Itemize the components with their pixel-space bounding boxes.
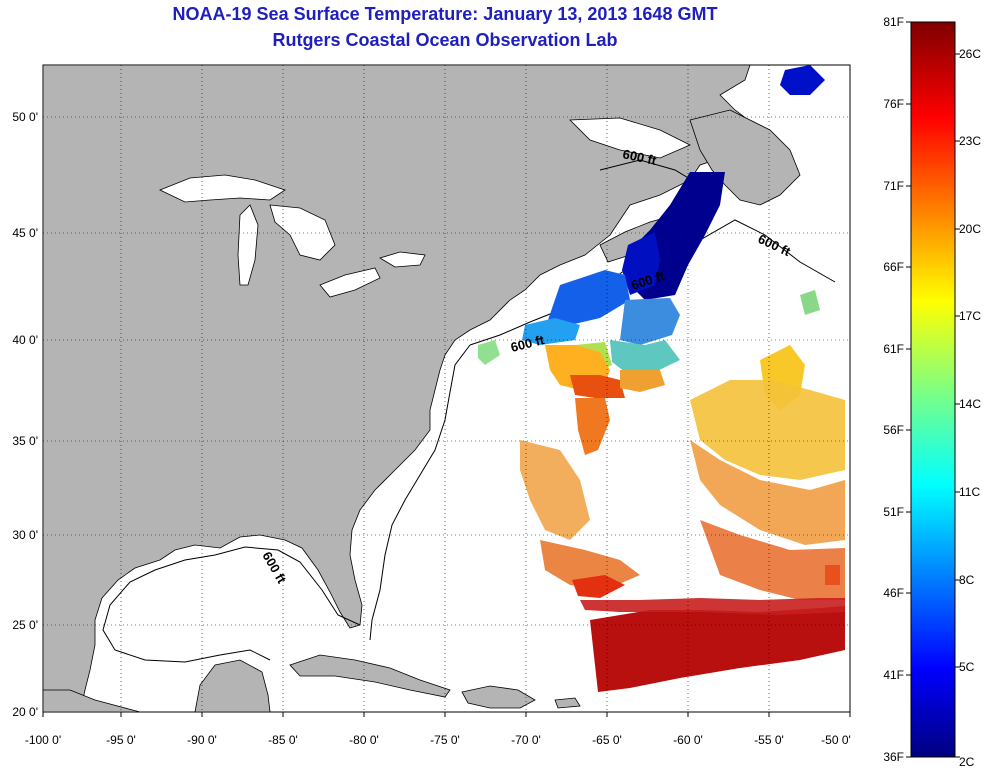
y-tick-label: 20 0' [12,705,38,719]
colorbar-c-labels: 26C 23C 20C 17C 14C 11C 8C 5C 2C [959,47,981,769]
newfoundland-land [689,109,801,206]
colorbar-f-label: 51F [883,505,904,519]
north-america-land [43,65,781,712]
y-tick-label: 40 0' [12,333,38,347]
x-tick-label: -55 0' [754,733,784,747]
colorbar-f-labels: 81F 76F 71F 66F 61F 56F 51F 46F 41F 36F [883,15,904,764]
colorbar-c-label: 20C [959,222,981,236]
axis-ticks [42,712,851,717]
map-title: NOAA-19 Sea Surface Temperature: January… [172,4,718,24]
y-tick-label: 30 0' [12,528,38,542]
puerto-rico-land [554,697,581,709]
x-axis-labels: -100 0' -95 0' -90 0' -85 0' -80 0' -75 … [25,733,851,747]
great-lakes [159,117,691,298]
colorbar-c-label: 11C [959,485,980,499]
yucatan-land [43,659,271,712]
colorbar-f-label: 36F [883,750,904,764]
x-tick-label: -95 0' [106,733,136,747]
contour-label-600ft: 600 ft [621,146,658,168]
colorbar-c-label: 26C [959,47,981,61]
x-tick-label: -80 0' [349,733,379,747]
colorbar-c-label: 5C [959,660,975,674]
colorbar-f-label: 76F [883,97,904,111]
colorbar-c-label: 17C [959,309,981,323]
y-tick-label: 25 0' [12,618,38,632]
x-tick-label: -85 0' [268,733,298,747]
y-axis-labels: 50 0' 45 0' 40 0' 35 0' 30 0' 25 0' 20 0… [12,110,38,719]
x-tick-label: -100 0' [25,733,61,747]
colorbar-c-label: 14C [959,397,981,411]
hispaniola-land [461,685,536,709]
cuba-land [289,654,451,698]
x-tick-label: -50 0' [821,733,851,747]
colorbar [910,21,956,758]
colorbar-f-label: 71F [883,179,904,193]
colorbar-c-label: 2C [959,755,975,769]
colorbar-ticks [906,21,960,758]
y-tick-label: 45 0' [12,226,38,240]
x-tick-label: -70 0' [511,733,541,747]
colorbar-f-label: 56F [883,423,904,437]
sst-data [478,65,845,692]
x-tick-label: -90 0' [187,733,217,747]
colorbar-f-label: 41F [883,668,904,682]
x-tick-label: -75 0' [430,733,460,747]
colorbar-f-label: 81F [883,15,904,29]
x-tick-label: -60 0' [673,733,703,747]
colorbar-f-label: 61F [883,342,904,356]
map-subtitle: Rutgers Coastal Ocean Observation Lab [272,30,618,50]
colorbar-f-label: 66F [883,260,904,274]
graticule [43,65,850,712]
y-tick-label: 35 0' [12,434,38,448]
x-tick-label: -65 0' [592,733,622,747]
colorbar-c-label: 23C [959,134,981,148]
colorbar-f-label: 46F [883,586,904,600]
colorbar-c-label: 8C [959,573,975,587]
y-tick-label: 50 0' [12,110,38,124]
